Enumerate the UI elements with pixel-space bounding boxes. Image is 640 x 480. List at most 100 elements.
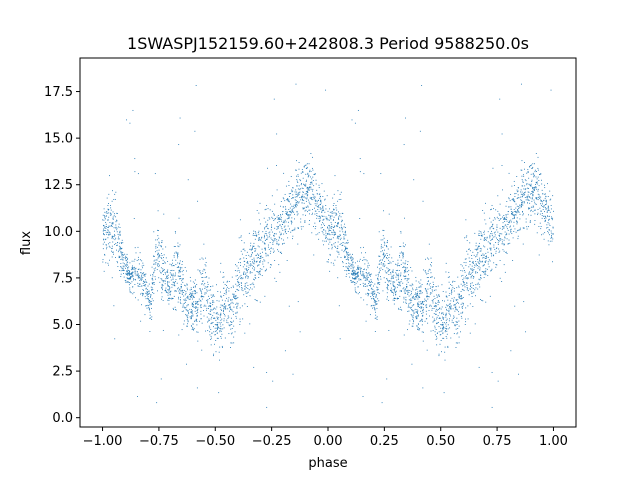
data-point [385, 272, 387, 274]
data-point [374, 292, 376, 294]
data-point [168, 299, 170, 301]
data-point [323, 223, 325, 225]
data-point [129, 273, 130, 275]
data-point [491, 268, 493, 270]
data-point [262, 256, 264, 258]
data-point [252, 261, 254, 263]
data-point [293, 211, 295, 213]
data-point [199, 288, 201, 289]
data-point [490, 249, 492, 251]
data-point [151, 287, 153, 289]
data-point [515, 214, 517, 216]
data-point [303, 208, 305, 210]
data-point [485, 257, 487, 259]
data-point [205, 272, 206, 274]
data-point [298, 168, 300, 170]
data-point [357, 267, 358, 269]
data-point [231, 324, 233, 325]
data-point [274, 203, 276, 205]
data-point [190, 311, 191, 313]
data-point [289, 210, 291, 212]
data-point [171, 269, 173, 271]
data-point [223, 304, 225, 305]
data-point [420, 302, 422, 304]
data-point [517, 194, 519, 196]
data-point [475, 256, 477, 258]
data-point [276, 228, 278, 230]
data-point [113, 213, 115, 215]
data-point [195, 303, 197, 305]
data-point [517, 230, 519, 232]
data-point [184, 299, 186, 301]
data-point [286, 214, 287, 215]
data-point [132, 267, 134, 269]
data-point [257, 232, 259, 233]
data-point [515, 193, 517, 195]
data-point [513, 225, 515, 227]
data-point [478, 234, 480, 236]
data-point [404, 270, 406, 272]
data-point [175, 290, 177, 291]
data-point [307, 176, 309, 178]
data-point [454, 324, 455, 326]
data-point [126, 253, 128, 255]
data-point [154, 278, 156, 280]
data-point [550, 89, 552, 91]
data-point [210, 338, 212, 340]
data-point [204, 292, 206, 294]
data-point [521, 202, 523, 203]
data-point [357, 267, 359, 269]
data-point [116, 229, 118, 231]
data-point [505, 251, 507, 253]
data-point [380, 244, 382, 246]
data-point [169, 291, 171, 293]
data-point [325, 205, 327, 206]
data-point [192, 323, 194, 325]
data-point [513, 217, 515, 219]
data-point [325, 236, 327, 238]
data-point [175, 251, 177, 253]
data-point [378, 231, 380, 233]
data-point [158, 237, 160, 239]
data-point [210, 337, 212, 339]
data-point [206, 289, 208, 291]
data-point [167, 294, 169, 296]
data-point [449, 306, 451, 308]
data-point [460, 303, 462, 305]
data-point [230, 287, 232, 289]
data-point [318, 211, 320, 213]
data-point [427, 277, 429, 278]
data-point [367, 289, 369, 291]
data-point [386, 378, 388, 380]
data-point [435, 310, 437, 312]
data-point [314, 210, 316, 212]
data-point [301, 228, 303, 230]
data-point [532, 211, 534, 213]
data-point [450, 308, 452, 310]
data-point [294, 229, 296, 231]
data-point [449, 293, 451, 294]
data-point [243, 271, 245, 273]
data-point [253, 263, 255, 265]
data-point [105, 244, 107, 246]
data-point [167, 292, 169, 294]
data-point [237, 297, 239, 299]
data-point [118, 234, 120, 236]
data-point [191, 291, 193, 293]
data-point [188, 297, 190, 299]
data-point [423, 331, 424, 333]
data-point [343, 226, 345, 228]
data-point [222, 324, 224, 326]
data-point [105, 226, 107, 227]
data-point [192, 326, 194, 328]
data-point [177, 252, 179, 254]
data-point [337, 251, 339, 253]
data-point [312, 226, 314, 227]
data-point [536, 181, 538, 183]
data-point [306, 197, 308, 199]
data-point [511, 221, 512, 223]
data-point [461, 302, 463, 304]
data-point [284, 229, 286, 231]
data-point [148, 298, 150, 300]
data-point [358, 278, 360, 280]
